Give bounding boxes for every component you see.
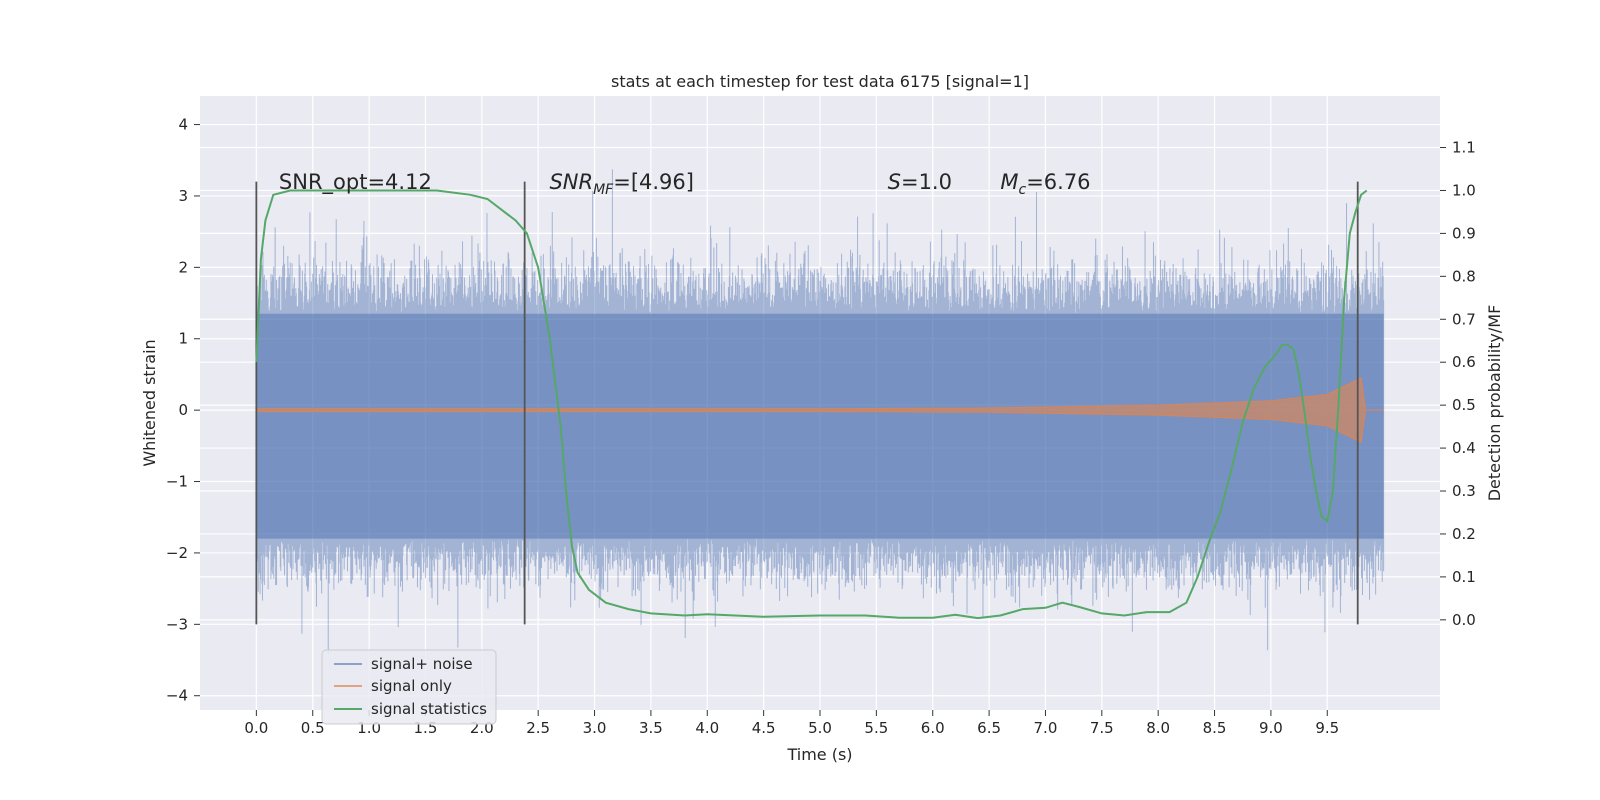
annotations: SNR_opt=4.12 SNRMF=[4.96] S=1.0 Mc=6.76 <box>279 170 1091 198</box>
signal-series <box>255 377 1384 444</box>
x-tick-label: 3.5 <box>639 719 663 737</box>
y2-tick-label: 0.3 <box>1452 482 1476 500</box>
vlines <box>255 181 1359 625</box>
y2-tick-label: 0.1 <box>1452 568 1476 586</box>
y2-tick-label: 0.7 <box>1452 310 1476 328</box>
y-tick-label: −3 <box>166 615 188 633</box>
x-tick-label: 2.5 <box>526 719 550 737</box>
annotation: SNRMF=[4.96] <box>549 170 694 198</box>
x-tick-label: 8.5 <box>1203 719 1227 737</box>
x-tick-label: 5.5 <box>864 719 888 737</box>
y2-tick-label: 0.2 <box>1452 525 1476 543</box>
x-tick-label: 4.5 <box>752 719 776 737</box>
legend-label-signal: signal only <box>371 677 452 695</box>
annotation: Mc=6.76 <box>1000 170 1090 198</box>
annotation: SNR_opt=4.12 <box>279 170 432 195</box>
x-tick-label: 0.5 <box>301 719 325 737</box>
legend-label-noise: signal+ noise <box>371 655 473 673</box>
y2-axis-label: Detection probability/MF <box>1485 305 1504 502</box>
y2-tick-label: 1.1 <box>1452 139 1476 157</box>
x-axis-ticks: 0.0 0.5 1.0 1.5 2.0 2.5 3.0 3.5 4.0 4.5 5.0 5.5 6.0 6… <box>244 710 1339 737</box>
y-axis-label: Whitened strain <box>140 339 159 466</box>
noise-core-band <box>256 313 1384 539</box>
y2-tick-label: 0.5 <box>1452 396 1476 414</box>
y2-tick-label: 0.0 <box>1452 611 1476 629</box>
x-tick-label: 9.5 <box>1315 719 1339 737</box>
statistics-series <box>255 189 1368 620</box>
x-tick-label: 6.0 <box>921 719 945 737</box>
legend-box <box>321 649 497 725</box>
x-tick-label: 0.0 <box>244 719 268 737</box>
y-tick-label: −1 <box>166 473 188 491</box>
x-tick-label: 9.0 <box>1259 719 1283 737</box>
x-tick-label: 5.0 <box>808 719 832 737</box>
y-tick-label: −2 <box>166 544 188 562</box>
noise-series <box>255 169 1385 654</box>
legend-label-statistics: signal statistics <box>371 700 487 718</box>
y2-tick-label: 1.0 <box>1452 181 1476 199</box>
statistics-line <box>255 189 1368 620</box>
y-tick-label: 3 <box>178 187 188 205</box>
x-tick-label: 4.0 <box>695 719 719 737</box>
x-tick-label: 7.0 <box>1034 719 1058 737</box>
x-tick-label: 6.5 <box>977 719 1001 737</box>
y-tick-label: 4 <box>178 116 188 134</box>
legend: signal+ noise signal only signal statist… <box>321 649 497 725</box>
y2-axis-ticks: 0.0 0.1 0.2 0.3 0.4 0.5 0.6 0.7 0.8 0.9 1.0 1.1 <box>1440 139 1476 629</box>
signal-envelope <box>255 377 1384 444</box>
x-tick-label: 8.0 <box>1146 719 1170 737</box>
y-tick-label: 0 <box>178 401 188 419</box>
y2-tick-label: 0.9 <box>1452 224 1476 242</box>
y-axis-ticks: −4 −3 −2 −1 0 1 2 3 4 <box>166 116 200 705</box>
annotation: S=1.0 <box>888 170 952 194</box>
y2-tick-label: 0.8 <box>1452 267 1476 285</box>
x-tick-label: 3.0 <box>583 719 607 737</box>
x-tick-label: 7.5 <box>1090 719 1114 737</box>
y2-tick-label: 0.6 <box>1452 353 1476 371</box>
x-axis-label: Time (s) <box>786 745 852 764</box>
y-tick-label: 2 <box>178 258 188 276</box>
y-tick-label: 1 <box>178 330 188 348</box>
y-tick-label: −4 <box>166 687 188 705</box>
y2-tick-label: 0.4 <box>1452 439 1476 457</box>
chart-title: stats at each timestep for test data 617… <box>611 72 1029 91</box>
